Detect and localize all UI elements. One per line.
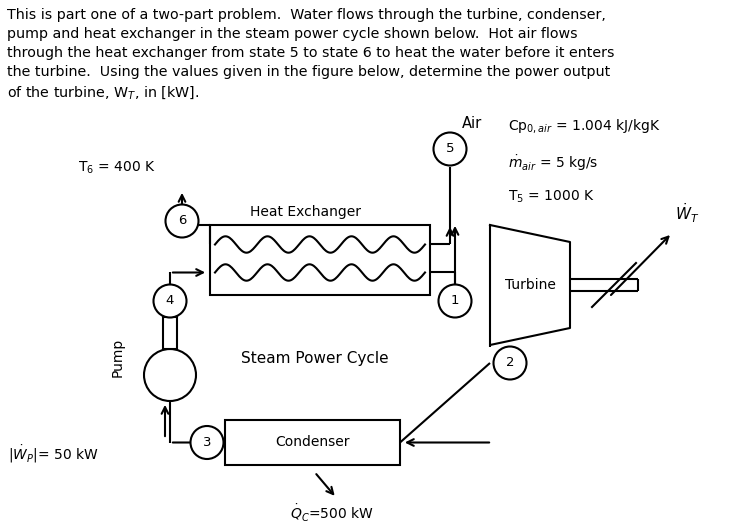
Text: Turbine: Turbine	[505, 278, 556, 292]
Text: Pump: Pump	[111, 338, 125, 377]
Circle shape	[165, 205, 199, 237]
Circle shape	[439, 285, 471, 317]
Text: 4: 4	[166, 295, 174, 307]
Text: T$_6$ = 400 K: T$_6$ = 400 K	[78, 160, 156, 176]
Text: Air: Air	[462, 117, 482, 131]
Text: Condenser: Condenser	[275, 436, 350, 449]
Text: 6: 6	[178, 215, 186, 227]
Circle shape	[433, 132, 467, 165]
Circle shape	[144, 349, 196, 401]
Text: 3: 3	[203, 436, 211, 449]
Bar	[210, 225, 430, 295]
Bar	[225, 420, 400, 465]
Text: Steam Power Cycle: Steam Power Cycle	[241, 350, 389, 366]
Bar	[163, 317, 177, 349]
Text: T$_5$ = 1000 K: T$_5$ = 1000 K	[508, 189, 595, 206]
Text: $\dot{Q}_C$=500 kW: $\dot{Q}_C$=500 kW	[290, 503, 374, 524]
Circle shape	[190, 426, 224, 459]
Text: 1: 1	[451, 295, 459, 307]
Text: This is part one of a two-part problem.  Water flows through the turbine, conden: This is part one of a two-part problem. …	[7, 8, 614, 101]
Circle shape	[494, 347, 527, 379]
Circle shape	[153, 285, 187, 317]
Text: $\dot{m}_{air}$ = 5 kg/s: $\dot{m}_{air}$ = 5 kg/s	[508, 153, 599, 173]
Text: Heat Exchanger: Heat Exchanger	[250, 205, 361, 219]
Text: 2: 2	[506, 357, 514, 369]
Text: Cp$_{0,air}$ = 1.004 kJ/kgK: Cp$_{0,air}$ = 1.004 kJ/kgK	[508, 117, 660, 135]
Text: 5: 5	[446, 143, 454, 155]
Text: $\dot{W}_T$: $\dot{W}_T$	[675, 201, 700, 225]
Text: |$\dot{W}_P$|= 50 kW: |$\dot{W}_P$|= 50 kW	[8, 443, 99, 465]
